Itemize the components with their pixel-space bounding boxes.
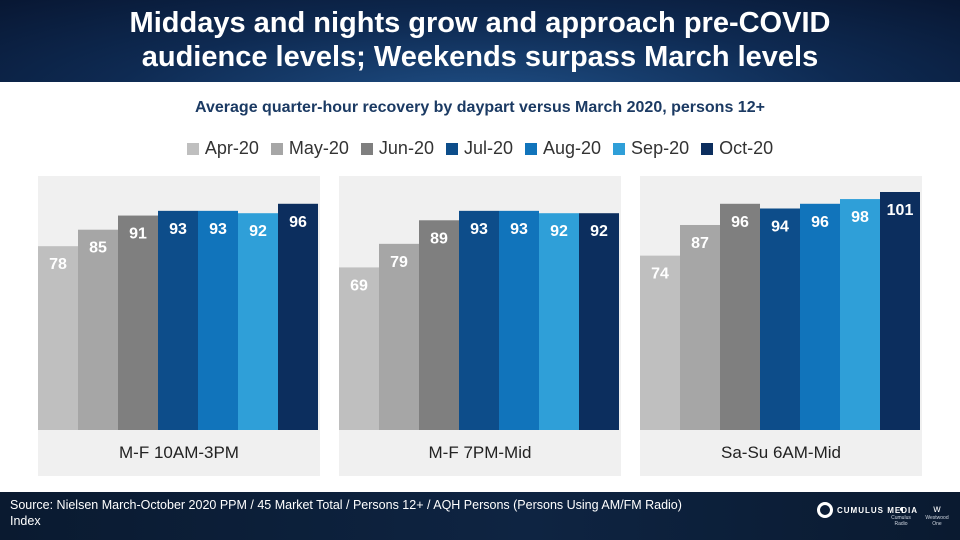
- bar-value-label: 79: [390, 254, 408, 271]
- bar: [459, 210, 499, 430]
- bar-value-label: 89: [430, 230, 448, 247]
- bar-value-label: 96: [289, 214, 307, 231]
- bar-value-label: 101: [887, 202, 914, 219]
- category-label: Sa-Su 6AM-Mid: [721, 443, 841, 462]
- bar-value-label: 93: [209, 221, 227, 238]
- bar-value-label: 94: [771, 218, 789, 235]
- bar: [880, 192, 920, 430]
- legend-swatch: [445, 142, 458, 155]
- cumulus-radio-logo: ◖ Cumulus Radio: [884, 504, 918, 527]
- bar: [278, 203, 318, 430]
- bar: [339, 267, 379, 430]
- bar: [78, 229, 118, 430]
- cumulus-logo: CUMULUS MEDIA: [817, 502, 918, 518]
- bar-value-label: 92: [590, 223, 608, 240]
- legend-label: Apr-20: [204, 138, 259, 158]
- legend-item: Apr-20: [186, 138, 259, 159]
- legend-swatch: [270, 142, 283, 155]
- legend-swatch: [186, 142, 199, 155]
- legend-item: Jul-20: [445, 138, 513, 159]
- legend-swatch: [701, 142, 714, 155]
- header-banner: Middays and nights grow and approach pre…: [0, 0, 960, 82]
- legend-label: Oct-20: [719, 138, 774, 158]
- bar: [840, 199, 880, 430]
- bar: [379, 243, 419, 430]
- bar-value-label: 96: [811, 214, 829, 231]
- bar-value-label: 69: [350, 277, 368, 294]
- legend-swatch: [525, 142, 537, 155]
- cumulus-logo-icon: [817, 502, 833, 518]
- bar-value-label: 93: [510, 221, 528, 238]
- bar: [158, 210, 198, 430]
- footer-bar: Source: Nielsen March-October 2020 PPM /…: [0, 492, 960, 540]
- bar-value-label: 85: [89, 240, 107, 257]
- legend-swatch: [360, 142, 373, 155]
- bar: [640, 255, 680, 430]
- cumulus-logo-text: CUMULUS MEDIA: [837, 505, 918, 515]
- bar-value-label: 92: [550, 223, 568, 240]
- category-label: M-F 7PM-Mid: [429, 443, 532, 462]
- westwood-one-text: Westwood One: [925, 515, 949, 527]
- legend-label: Sep-20: [631, 138, 690, 158]
- legend-item: Jun-20: [360, 138, 434, 159]
- source-note: Source: Nielsen March-October 2020 PPM /…: [10, 498, 682, 528]
- bar-value-label: 93: [169, 221, 187, 238]
- bar-value-label: 96: [731, 214, 749, 231]
- bar-value-label: 74: [651, 266, 669, 283]
- bar-value-label: 78: [49, 256, 67, 273]
- bar-value-label: 87: [691, 235, 709, 252]
- chart-legend: Apr-20 May-20 Jun-20 Jul-20 Aug-20 Sep-20 Oct-…: [0, 138, 960, 159]
- bar: [419, 220, 459, 430]
- bar: [720, 203, 760, 430]
- westwood-mark-icon: ᴡ: [933, 504, 941, 515]
- cumulus-radio-text: Cumulus Radio: [891, 515, 911, 527]
- bar: [118, 215, 158, 430]
- bar: [198, 210, 238, 430]
- radio-mark-icon: ◖: [897, 504, 905, 515]
- legend-item: May-20: [270, 138, 349, 159]
- page-title: Middays and nights grow and approach pre…: [129, 7, 831, 73]
- bar: [38, 246, 78, 430]
- bar: [760, 208, 800, 430]
- legend-label: Jul-20: [463, 138, 513, 158]
- category-label: M-F 10AM-3PM: [119, 443, 239, 462]
- legend-label: Jun-20: [378, 138, 434, 158]
- legend-item: Oct-20: [701, 138, 773, 159]
- bar: [238, 213, 278, 430]
- bar: [800, 203, 840, 430]
- chart-title: Average quarter-hour recovery by daypart…: [195, 99, 765, 116]
- legend-label: Aug-20: [543, 138, 602, 158]
- legend-swatch: [613, 142, 626, 155]
- legend-item: Aug-20: [525, 138, 601, 159]
- legend-label: May-20: [288, 138, 349, 158]
- bar: [680, 224, 720, 430]
- bar: [579, 213, 619, 430]
- bar: [539, 213, 579, 430]
- westwood-one-logo: ᴡ Westwood One: [920, 504, 954, 527]
- legend-item: Sep-20: [613, 138, 689, 159]
- bar-value-label: 91: [129, 226, 147, 243]
- bar-chart: 78 85 91 93 93 92 96 M-F 10AM-3PM 69 79 89 93 93 92 92…: [38, 176, 922, 476]
- bar-value-label: 98: [851, 209, 869, 226]
- bar: [499, 210, 539, 430]
- bar-value-label: 92: [249, 223, 267, 240]
- bar-value-label: 93: [470, 221, 488, 238]
